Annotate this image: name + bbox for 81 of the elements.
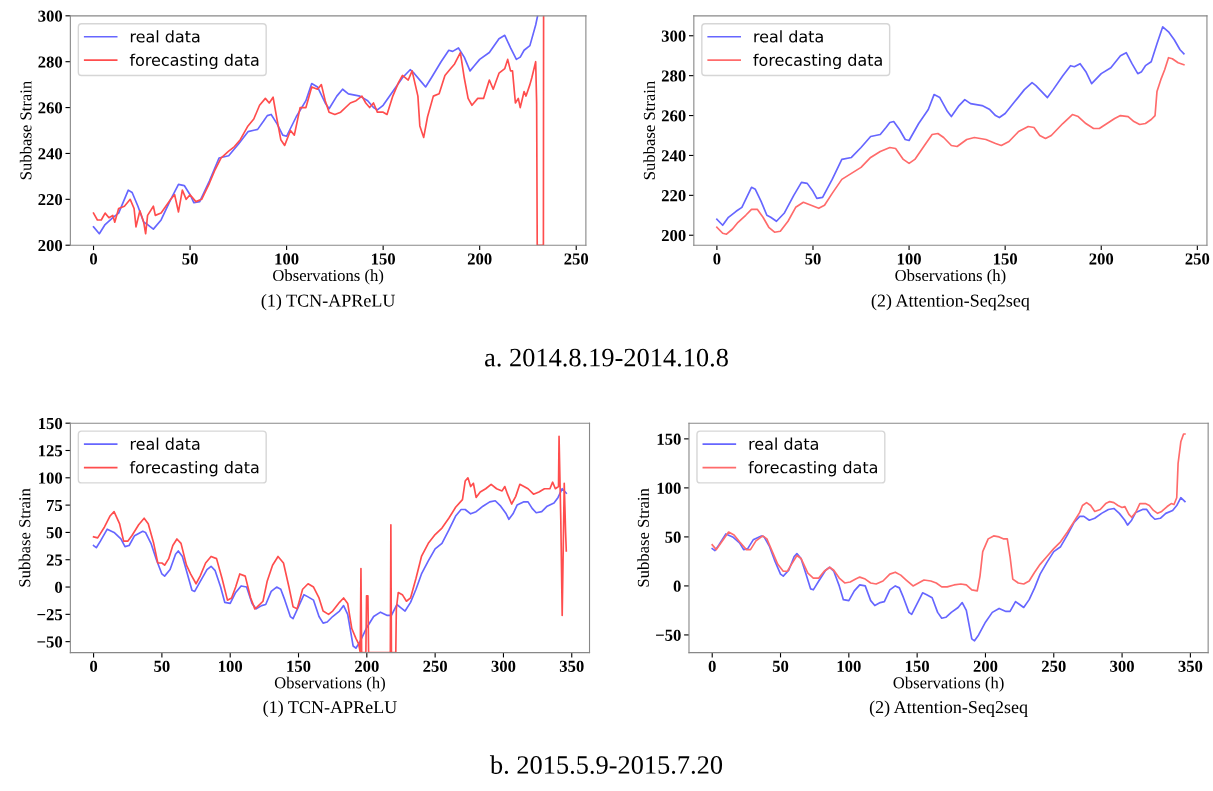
x-tick-label: 100 [219,660,243,672]
legend-label: real data [130,30,200,43]
x-tick-label: 0 [713,253,721,265]
x-tick-label: 100 [897,253,921,265]
x-tick-label: 350 [1178,660,1203,672]
y-tick-label: 200 [661,229,686,242]
y-tick-label: 240 [661,150,686,162]
x-axis-title: Observations (h) [273,269,384,285]
y-tick-label: 75 [47,499,63,512]
y-tick-label: 0 [55,581,63,593]
y-tick-label: 300 [661,30,686,42]
legend-label: forecasting data [129,461,259,477]
y-tick-label: 300 [38,10,63,22]
x-tick-label: 50 [772,660,789,672]
y-tick-label: 150 [39,417,63,430]
x-tick-label: 350 [559,660,584,672]
x-tick-label: 50 [154,660,170,672]
text: b. 2015.5.9-2015.7.20 [489,755,723,774]
y-axis-title: Subbase Strain [19,81,32,180]
x-tick-label: 100 [275,253,299,265]
y-tick-label: 125 [39,445,63,457]
line-series [716,25,1185,227]
x-tick-label: 150 [905,660,930,672]
x-tick-label: 150 [371,253,396,265]
y-tick-label: 50 [665,531,681,543]
x-tick-label: 0 [90,660,98,672]
x-tick-label: 200 [973,660,998,672]
x-tick-label: 150 [993,253,1018,265]
y-axis-title: Subbase Strain [18,488,31,587]
x-axis-title: Observations (h) [274,676,385,692]
y-tick-label: 260 [38,102,63,114]
line-series [711,496,1186,642]
x-tick-label: 0 [708,660,716,672]
y-tick-label: 280 [661,70,686,82]
y-tick-label: 240 [38,148,63,160]
legend-label: forecasting data [748,461,877,477]
y-tick-label: 280 [38,56,63,68]
line-series [711,433,1186,592]
x-tick-label: 0 [89,253,98,265]
line-series [92,487,568,650]
legend-label: real data [754,30,823,43]
x-tick-label: 250 [564,253,589,265]
y-tick-label: 150 [657,433,681,445]
x-tick-label: 250 [1041,660,1066,672]
y-tick-label: −50 [37,636,63,648]
x-axis-title: Observations (h) [893,676,1004,692]
text: (2) Attention-Seq2seq [871,293,1030,311]
x-tick-label: 300 [491,660,516,672]
text: (2) Attention-Seq2seq [869,700,1028,717]
x-tick-label: 50 [805,253,821,265]
y-tick-label: 220 [661,190,686,202]
x-tick-label: 250 [423,660,447,672]
y-tick-label: 100 [39,472,63,484]
legend-label: forecasting data [129,53,259,70]
text: a. 2014.8.19-2014.10.8 [485,348,728,367]
legend-label: real data [130,437,200,450]
x-tick-label: 200 [355,660,379,672]
y-tick-label: 0 [673,580,681,592]
y-tick-label: 220 [38,194,63,206]
text: (1) TCN-APReLU [263,700,397,717]
y-tick-label: 260 [661,110,686,122]
y-tick-label: 50 [46,527,63,539]
legend-label: forecasting data [753,53,882,70]
x-tick-label: 300 [1110,660,1134,672]
x-tick-label: 250 [1185,253,1210,265]
y-tick-label: 25 [46,554,63,566]
y-tick-label: −50 [656,629,681,641]
x-tick-label: 50 [182,253,198,265]
x-tick-label: 150 [287,660,311,672]
y-tick-label: 100 [657,482,681,494]
x-tick-label: 200 [467,253,492,265]
y-axis-title: Subbase Strain [643,81,656,180]
y-tick-label: 200 [38,239,63,252]
y-axis-title: Subbase Strain [637,488,650,587]
legend-label: real data [749,437,818,450]
x-tick-label: 200 [1089,253,1114,265]
y-tick-label: −25 [37,609,63,621]
x-axis-title: Observations (h) [895,269,1006,285]
text: (1) TCN-APReLU [261,293,396,311]
x-tick-label: 100 [837,660,861,672]
line-series [92,435,568,653]
